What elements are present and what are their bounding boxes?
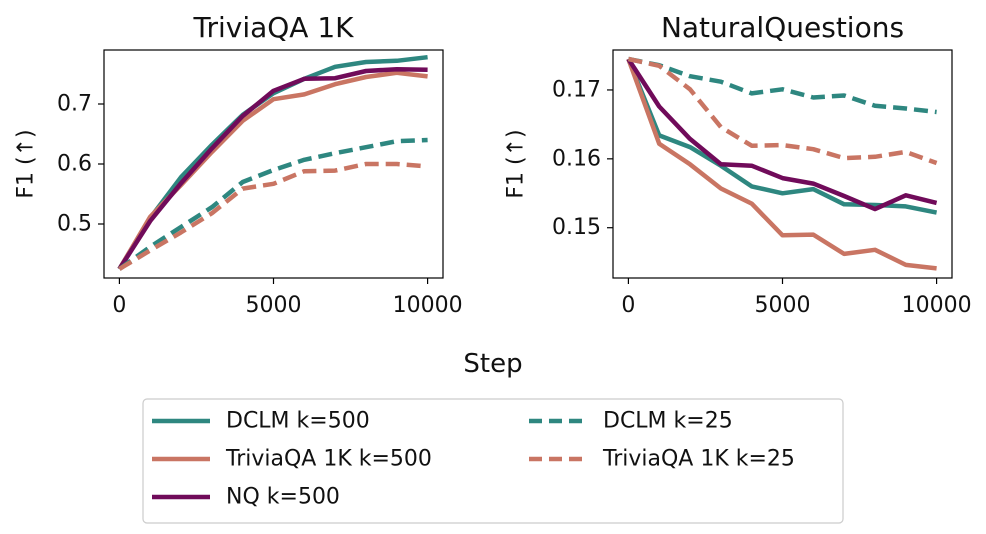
series-line-dclm-k-25 — [627, 56, 937, 115]
legend-item: TriviaQA 1K k=25 — [529, 447, 795, 472]
legend-label: DCLM k=500 — [226, 409, 370, 434]
x-tick-label: 10000 — [393, 293, 463, 318]
series-line-dclm-k-500 — [626, 58, 938, 215]
chart-panels: TriviaQA 1K F1 (↑) 0 5000 10000 0.5 0.6 0.7 Natu… — [14, 11, 972, 318]
y-tick-label: 0.16 — [552, 146, 601, 171]
series-line-nq-k-500 — [626, 57, 938, 212]
series-line-triviaqa-1k-k-25 — [118, 161, 428, 271]
legend-label: TriviaQA 1K k=500 — [225, 447, 432, 472]
y-tick-label: 0.17 — [552, 77, 601, 102]
series-line-triviaqa-1k-k-25 — [627, 56, 938, 166]
series-line-nq-k-500 — [117, 66, 428, 271]
legend-label: DCLM k=25 — [603, 409, 733, 434]
x-tick-label: 0 — [112, 293, 126, 318]
chart-2: NaturalQuestions F1 (↑) 0 5000 10000 0.15 0.16… — [504, 11, 972, 318]
legend-item: NQ k=500 — [152, 485, 340, 510]
legend-label: TriviaQA 1K k=25 — [602, 447, 795, 472]
series-line-triviaqa-1k-k-500 — [626, 58, 937, 271]
chart-title: TriviaQA 1K — [192, 11, 354, 44]
x-tick-label: 0 — [621, 293, 635, 318]
x-tick-label: 5000 — [755, 293, 811, 318]
legend-item: DCLM k=25 — [529, 409, 733, 434]
x-tick-label: 10000 — [902, 293, 972, 318]
y-axis-label: F1 (↑) — [504, 129, 529, 198]
y-tick-label: 0.6 — [57, 152, 92, 177]
y-axis-label: F1 (↑) — [14, 129, 39, 198]
plot-frame — [103, 49, 444, 279]
y-tick-label: 0.5 — [57, 212, 92, 237]
legend-item: TriviaQA 1K k=500 — [152, 447, 432, 472]
x-tick-label: 5000 — [246, 293, 302, 318]
shared-x-axis-label: Step — [463, 349, 522, 379]
legend-box — [142, 398, 844, 524]
y-tick-label: 0.7 — [57, 92, 92, 117]
legend: DCLM k=500 TriviaQA 1K k=500 NQ k=500 DCLM … — [142, 398, 844, 524]
chart-1: TriviaQA 1K F1 (↑) 0 5000 10000 0.5 0.6 0.7 — [14, 11, 463, 318]
plot-frame — [612, 49, 953, 279]
y-tick-label: 0.15 — [552, 215, 601, 240]
legend-label: NQ k=500 — [226, 485, 340, 510]
chart-title: NaturalQuestions — [661, 11, 904, 44]
legend-item: DCLM k=500 — [152, 409, 370, 434]
